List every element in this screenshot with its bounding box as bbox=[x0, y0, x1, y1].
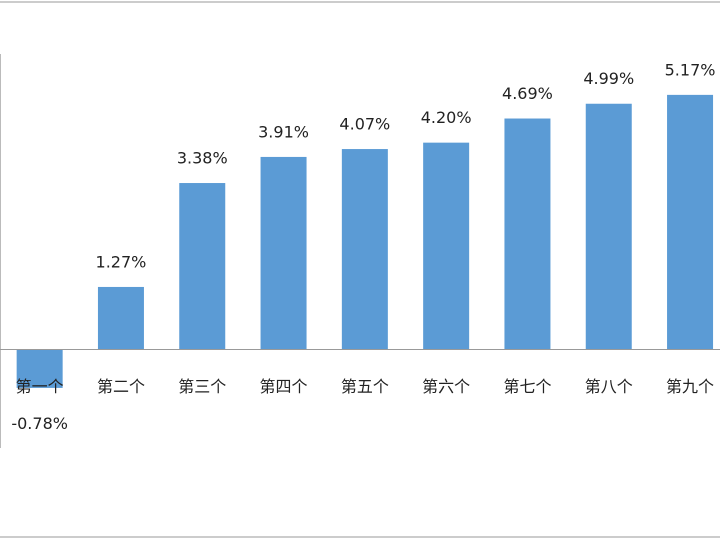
x-tick-label: 第六个 bbox=[422, 377, 470, 396]
bar bbox=[260, 156, 307, 350]
bar bbox=[504, 118, 551, 350]
value-label: 1.27% bbox=[96, 252, 147, 271]
bar bbox=[341, 149, 388, 350]
value-label: 4.07% bbox=[339, 115, 390, 134]
value-label: 4.69% bbox=[502, 84, 553, 103]
x-tick-label: 第五个 bbox=[341, 377, 389, 396]
bar bbox=[585, 103, 632, 350]
bar bbox=[16, 349, 63, 388]
x-tick-label: 第三个 bbox=[178, 377, 226, 396]
x-tick-label: 第七个 bbox=[503, 377, 551, 396]
bar bbox=[667, 94, 714, 350]
value-label: 3.38% bbox=[177, 149, 228, 168]
value-label: 5.17% bbox=[665, 60, 716, 79]
x-tick-label: 第二个 bbox=[97, 377, 145, 396]
x-tick-label: 第一个 bbox=[16, 377, 64, 396]
value-label: 4.20% bbox=[421, 108, 472, 127]
value-label: -0.78% bbox=[11, 414, 68, 433]
value-label: 3.91% bbox=[258, 122, 309, 141]
bar bbox=[423, 142, 470, 350]
value-label: 4.99% bbox=[583, 69, 634, 88]
bar bbox=[179, 183, 226, 350]
x-tick-label: 第四个 bbox=[260, 377, 308, 396]
bar bbox=[97, 286, 144, 350]
x-tick-label: 第八个 bbox=[585, 377, 633, 396]
x-tick-label: 第九个 bbox=[666, 377, 714, 396]
